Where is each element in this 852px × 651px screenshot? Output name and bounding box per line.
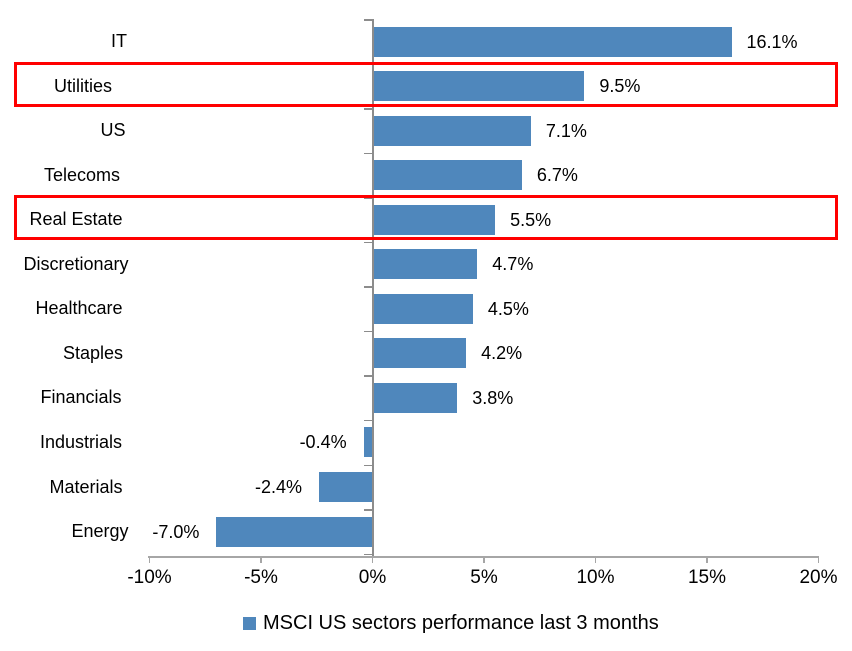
- category-tick: [363, 464, 373, 466]
- x-tick-label: 20%: [799, 567, 838, 588]
- category-label: Healthcare: [35, 298, 123, 319]
- data-label: 4.5%: [487, 298, 529, 319]
- data-label: 3.8%: [472, 387, 514, 408]
- data-label: 4.7%: [492, 254, 534, 275]
- bar: [372, 160, 522, 191]
- bar: [372, 204, 496, 235]
- category-tick: [363, 152, 373, 155]
- x-tick: [594, 556, 597, 563]
- data-label: 5.5%: [510, 209, 552, 230]
- category-label: Telecoms: [43, 164, 121, 185]
- category-label: Industrials: [39, 431, 123, 452]
- bar: [216, 516, 373, 547]
- category-tick: [363, 19, 373, 21]
- data-label: -7.0%: [152, 521, 200, 542]
- x-tick: [260, 556, 262, 563]
- x-tick-label: 0%: [358, 567, 387, 588]
- category-tick: [363, 509, 373, 511]
- category-label: IT: [111, 31, 127, 51]
- bar: [372, 293, 473, 324]
- category-tick: [363, 286, 373, 288]
- bar: [372, 71, 585, 102]
- data-label: 16.1%: [746, 31, 798, 52]
- legend-label: MSCI US sectors performance last 3 month…: [263, 612, 659, 634]
- data-label: 7.1%: [545, 120, 587, 141]
- category-label: Materials: [49, 476, 123, 497]
- legend-marker: [243, 617, 256, 630]
- x-tick-label: 5%: [470, 567, 498, 588]
- x-tick-label: 15%: [687, 567, 727, 588]
- x-tick: [148, 556, 151, 563]
- data-label: 6.7%: [536, 165, 578, 186]
- data-label: -0.4%: [299, 432, 347, 453]
- category-tick: [363, 330, 373, 333]
- category-tick: [363, 419, 373, 422]
- x-tick-label: -10%: [127, 567, 172, 588]
- category-label: Utilities: [53, 75, 112, 96]
- data-label: 9.5%: [599, 76, 641, 97]
- category-label: US: [100, 120, 126, 141]
- category-label: Financials: [40, 387, 122, 408]
- x-tick-label: -5%: [244, 567, 278, 588]
- x-tick: [371, 556, 374, 563]
- bar: [372, 382, 458, 413]
- data-label: 4.2%: [481, 343, 523, 364]
- y-axis-line: [372, 19, 374, 556]
- category-tick: [363, 553, 373, 556]
- x-tick-label: 10%: [576, 567, 615, 588]
- category-label: Real Estate: [29, 209, 123, 230]
- bar: [318, 472, 373, 502]
- category-tick: [363, 241, 373, 244]
- bar: [372, 338, 467, 369]
- category-tick: [363, 375, 373, 377]
- category-label: Energy: [71, 521, 129, 542]
- category-tick: [363, 108, 373, 110]
- highlight-box: [14, 61, 838, 107]
- highlight-box: [14, 195, 838, 241]
- x-tick: [706, 556, 708, 563]
- bar: [372, 115, 531, 146]
- category-label: Discretionary: [23, 253, 129, 274]
- bar: [363, 427, 373, 458]
- x-tick: [483, 556, 485, 563]
- data-label: -2.4%: [254, 477, 302, 497]
- x-tick: [817, 556, 820, 563]
- legend: MSCI US sectors performance last 3 month…: [243, 612, 659, 635]
- bar: [372, 26, 732, 57]
- bar: [372, 249, 478, 280]
- category-label: Staples: [62, 342, 124, 363]
